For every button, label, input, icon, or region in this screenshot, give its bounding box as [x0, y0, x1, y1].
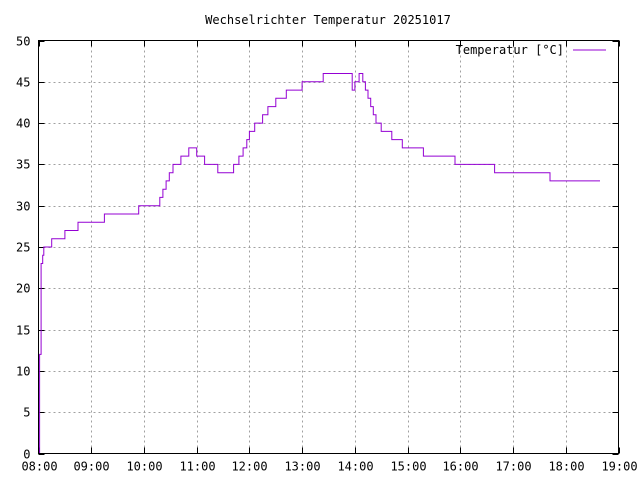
x-tick-label: 09:00: [73, 460, 109, 474]
y-tick-label: 25: [16, 241, 30, 255]
y-tick-label: 10: [16, 365, 30, 379]
y-tick-label: 20: [16, 282, 30, 296]
x-tick-label: 11:00: [179, 460, 215, 474]
x-tick-label: 17:00: [495, 460, 531, 474]
y-tick-label: 30: [16, 200, 30, 214]
x-tick-label: 16:00: [442, 460, 478, 474]
grid: [38, 40, 619, 454]
y-tick-label: 15: [16, 324, 30, 338]
axis-labels: 0 5 10 15 20 25 30 35 40 45 50 08:00 09:00 10:00 11:00…: [16, 35, 638, 474]
x-tick-label: 15:00: [390, 460, 426, 474]
y-tick-label: 45: [16, 76, 30, 90]
axis-ticks: [38, 40, 620, 455]
series-line: [38, 73, 600, 454]
x-tick-label: 10:00: [126, 460, 162, 474]
x-tick-label: 12:00: [231, 460, 267, 474]
chart-title: Wechselrichter Temperatur 20251017: [205, 13, 451, 27]
x-tick-label: 14:00: [337, 460, 373, 474]
x-tick-label: 13:00: [284, 460, 320, 474]
y-tick-label: 5: [23, 406, 30, 420]
x-tick-label: 18:00: [548, 460, 584, 474]
x-tick-label: 08:00: [21, 460, 57, 474]
series-layer: [38, 73, 600, 454]
y-tick-label: 40: [16, 117, 30, 131]
legend-label: Temperatur [°C]: [456, 43, 564, 57]
plot-frame: [38, 40, 619, 454]
y-tick-label: 50: [16, 35, 30, 49]
y-tick-label: 0: [23, 448, 30, 462]
legend: Temperatur [°C]: [456, 43, 606, 57]
y-tick-label: 35: [16, 158, 30, 172]
x-tick-label: 19:00: [601, 460, 637, 474]
